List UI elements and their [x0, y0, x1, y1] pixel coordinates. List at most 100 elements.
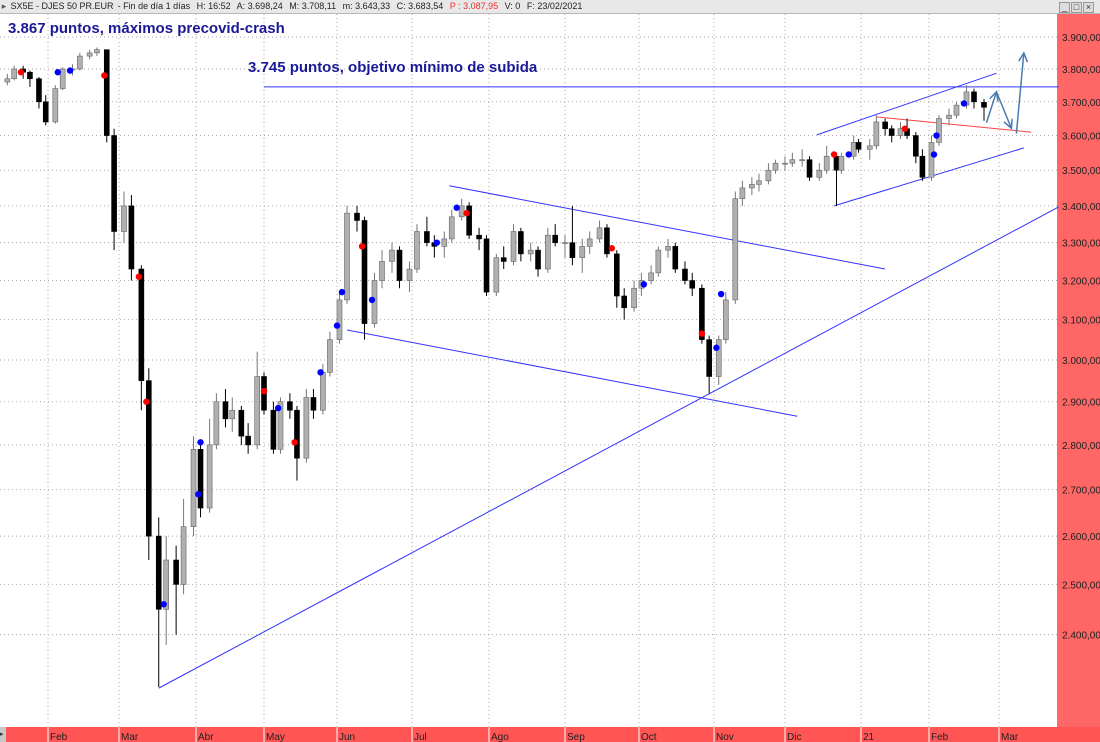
signal-markers — [17, 67, 968, 608]
scroll-left-button[interactable]: ▸ — [0, 727, 6, 742]
candle — [310, 389, 317, 419]
candle — [823, 145, 830, 174]
candle — [229, 397, 236, 432]
candle-body — [27, 71, 33, 80]
candle-body — [180, 526, 187, 585]
candle-body — [294, 409, 300, 459]
candle — [361, 216, 368, 340]
candle — [806, 156, 813, 181]
signal-marker-blue — [453, 204, 460, 211]
maximize-button[interactable]: □ — [1071, 2, 1082, 13]
y-tick-label: 3.300,00 — [1062, 239, 1100, 250]
x-tick-label: May — [266, 732, 285, 742]
date-value: F: 23/02/2021 — [526, 1, 583, 11]
candle-body — [379, 261, 385, 281]
signal-marker-red — [463, 209, 470, 217]
candle-body — [173, 559, 179, 585]
candle — [579, 238, 586, 273]
candle-body — [953, 104, 960, 116]
candle-body — [981, 102, 987, 108]
candle — [11, 65, 17, 81]
candle — [715, 335, 722, 385]
signal-marker-blue — [160, 601, 167, 608]
close-button[interactable]: × — [1083, 2, 1094, 13]
x-tick-label: Feb — [50, 732, 68, 742]
signal-marker-blue — [195, 491, 202, 498]
candle-body — [739, 187, 746, 199]
candle-body — [855, 142, 862, 150]
y-tick-label: 3.800,00 — [1062, 65, 1100, 76]
time-axis[interactable]: ▸ — [0, 727, 1100, 742]
y-tick-label: 3.700,00 — [1062, 98, 1100, 109]
candle — [431, 235, 438, 258]
candle — [344, 205, 350, 304]
x-tick-label: Sep — [567, 732, 585, 742]
candle-body — [838, 155, 845, 171]
candle — [913, 132, 919, 164]
candle-body — [146, 380, 152, 537]
candle-body — [121, 205, 127, 232]
candles — [4, 47, 987, 688]
y-tick-label: 3.900,00 — [1062, 33, 1100, 44]
time-value: H: 16:52 — [196, 1, 231, 11]
candle-body — [213, 401, 220, 446]
candle — [782, 156, 788, 171]
candle — [621, 288, 628, 320]
candle — [631, 280, 637, 312]
y-tick-label: 2.600,00 — [1062, 532, 1100, 543]
candle — [396, 246, 403, 289]
candle — [379, 250, 385, 289]
price-axis[interactable] — [1057, 14, 1100, 727]
candle — [897, 121, 904, 139]
candle — [749, 177, 755, 196]
candle-body — [94, 49, 100, 54]
candle-body — [518, 231, 524, 255]
candle-body — [11, 68, 17, 80]
candle-body — [765, 169, 772, 182]
candle-body — [789, 159, 796, 164]
candle-body — [245, 435, 251, 446]
candle — [655, 246, 662, 277]
candle — [919, 149, 926, 181]
x-tick-label: Jun — [339, 732, 355, 742]
candle-body — [197, 449, 204, 509]
candle-body — [579, 246, 586, 258]
candle — [816, 163, 823, 181]
candle-body — [545, 234, 551, 270]
y-tick-label: 3.000,00 — [1062, 356, 1100, 367]
candle — [665, 238, 671, 258]
candle-body — [866, 145, 873, 150]
x-tick-label: Mar — [121, 732, 139, 742]
candle — [441, 231, 448, 258]
candle — [527, 242, 534, 262]
candle — [873, 115, 880, 150]
open-value: A: 3.698,24 — [236, 1, 283, 11]
candle-body — [270, 409, 277, 450]
y-tick-label: 2.400,00 — [1062, 631, 1100, 642]
candle-body — [86, 52, 93, 57]
annotation-precovid-high: 3.867 puntos, máximos precovid-crash — [8, 20, 285, 37]
x-tick-label: Dic — [787, 732, 801, 742]
candle — [833, 152, 840, 206]
candle-body — [672, 246, 679, 270]
candle-body — [500, 257, 507, 262]
candle-body — [919, 155, 926, 178]
candle — [103, 49, 110, 143]
menu-arrow-icon[interactable]: ▸ — [1, 1, 7, 11]
projection-arrows — [985, 53, 1024, 134]
candle-body — [458, 205, 465, 218]
y-tick-label: 3.100,00 — [1062, 316, 1100, 327]
candle — [510, 224, 517, 266]
candle — [128, 195, 135, 281]
projection-arrow — [985, 92, 997, 123]
minimize-button[interactable]: _ — [1059, 2, 1070, 13]
y-tick-label: 3.500,00 — [1062, 166, 1100, 177]
candle — [197, 444, 204, 518]
candle — [756, 173, 762, 192]
x-tick-label: Ago — [491, 732, 509, 742]
candle — [682, 261, 688, 285]
candle-body — [936, 118, 942, 143]
candle-body — [732, 198, 739, 301]
candle-body — [586, 238, 593, 247]
x-tick-label: Nov — [716, 732, 734, 742]
